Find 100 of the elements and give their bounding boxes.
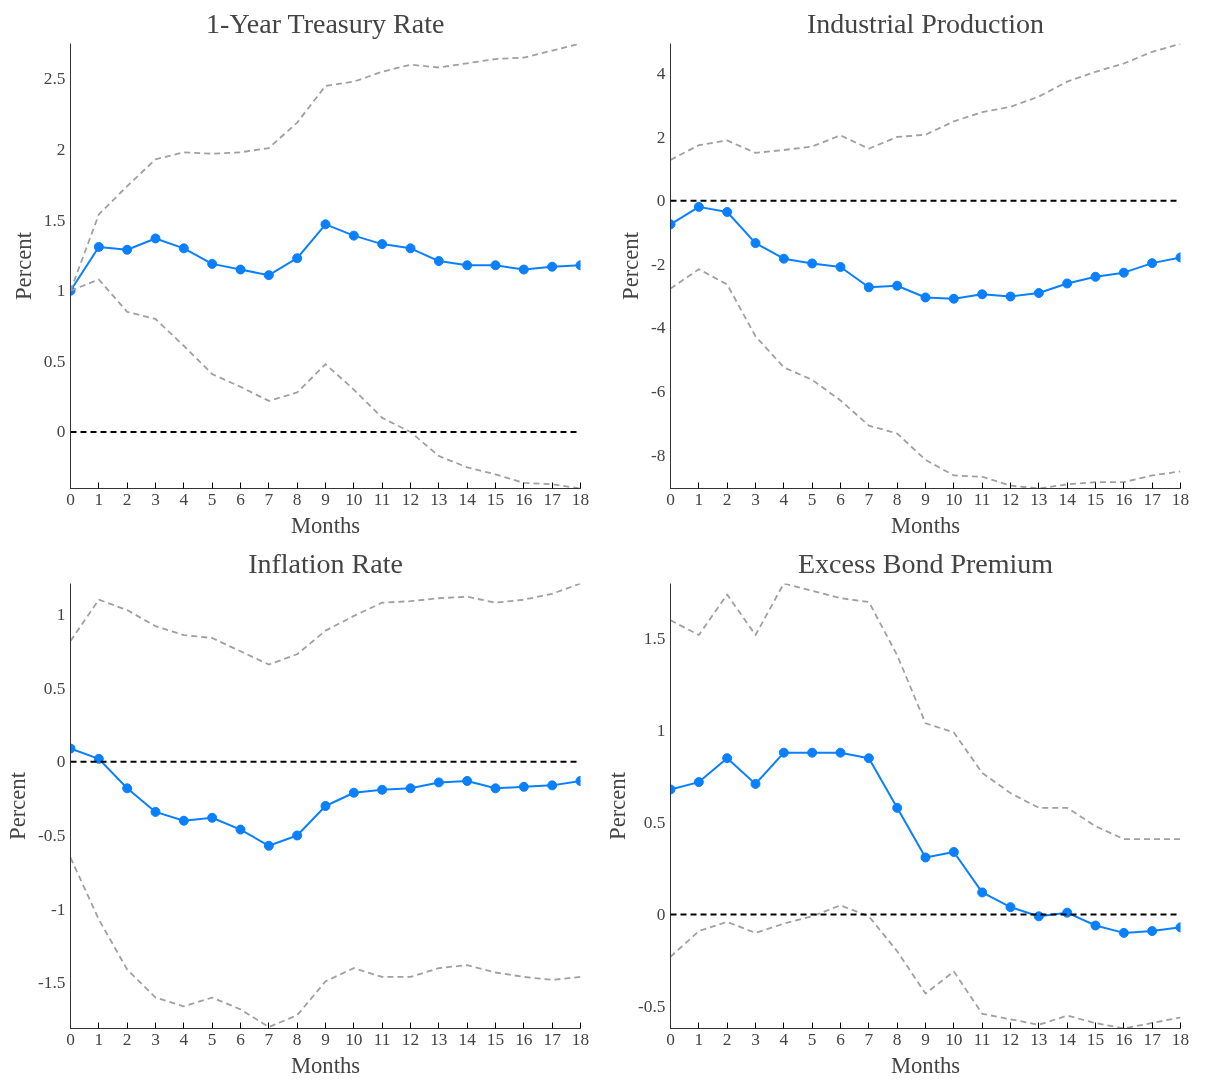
x-tick-label: 16 [515, 1029, 533, 1049]
y-axis-title: Percent [605, 771, 631, 840]
x-tick-label: 15 [486, 1029, 505, 1049]
x-tick-label: 11 [973, 489, 991, 509]
x-tick-label: 15 [1086, 489, 1105, 509]
x-axis-title: Months [290, 512, 361, 538]
x-tick-label: 4 [179, 1029, 189, 1049]
y-axis-title: Percent [10, 231, 36, 300]
y-tick-label: 2.5 [43, 69, 66, 89]
x-tick-label: 18 [571, 1029, 590, 1049]
x-tick-label: 5 [207, 489, 217, 509]
x-tick-label: 11 [373, 1029, 391, 1049]
x-tick-label: 13 [1030, 489, 1048, 509]
y-tick-label: 1 [56, 281, 66, 301]
x-tick-label: 3 [751, 1029, 760, 1049]
x-tick-label: 17 [1143, 1029, 1162, 1049]
x-tick-label: 16 [515, 489, 533, 509]
x-tick-label: 3 [751, 489, 760, 509]
y-tick-label: 1.5 [643, 629, 666, 649]
y-axis-title: Percent [618, 231, 644, 300]
y-tick-label: -2 [651, 254, 666, 274]
y-tick-label: 0.5 [43, 351, 66, 371]
y-tick-label: 1 [56, 604, 66, 624]
x-tick-label: 3 [151, 489, 160, 509]
x-tick-label: 14 [1058, 1029, 1077, 1049]
chart-title: 1-Year Treasury Rate [206, 7, 445, 39]
x-tick-label: 15 [486, 489, 505, 509]
x-tick-label: 12 [1001, 489, 1020, 509]
x-tick-label: 9 [921, 1029, 930, 1049]
x-tick-label: 10 [945, 489, 963, 509]
y-tick-label: -4 [651, 318, 666, 338]
chart-title: Inflation Rate [248, 547, 403, 579]
y-tick-label: -1 [51, 899, 66, 919]
x-tick-label: 8 [292, 489, 302, 509]
x-tick-label: 10 [345, 489, 363, 509]
x-tick-label: 13 [430, 1029, 448, 1049]
x-tick-label: 3 [151, 1029, 160, 1049]
chart-title: Excess Bond Premium [797, 547, 1054, 579]
x-tick-label: 1 [694, 1029, 704, 1049]
y-tick-label: 0 [56, 422, 66, 442]
x-tick-label: 6 [236, 489, 246, 509]
x-tick-label: 2 [722, 489, 732, 509]
x-tick-label: 10 [345, 1029, 363, 1049]
x-tick-label: 6 [836, 489, 846, 509]
x-tick-label: 18 [571, 489, 590, 509]
x-tick-label: 6 [836, 1029, 846, 1049]
x-tick-label: 8 [892, 1029, 902, 1049]
y-tick-label: 0.5 [43, 678, 66, 698]
x-axis-title: Months [890, 1052, 961, 1078]
y-tick-label: 0.5 [643, 813, 666, 833]
x-tick-label: 14 [458, 489, 477, 509]
y-tick-label: -0.5 [38, 825, 66, 845]
x-tick-label: 7 [864, 1029, 874, 1049]
x-tick-label: 18 [1171, 489, 1190, 509]
x-tick-label: 16 [1115, 489, 1133, 509]
x-tick-label: 9 [321, 489, 330, 509]
x-tick-label: 14 [1058, 489, 1077, 509]
x-axis-title: Months [890, 512, 961, 538]
x-tick-label: 12 [401, 1029, 420, 1049]
y-tick-label: 0 [656, 904, 666, 924]
y-tick-label: -6 [651, 382, 666, 402]
x-tick-label: 17 [543, 1029, 562, 1049]
y-axis-title: Percent [5, 771, 31, 840]
x-tick-label: 11 [973, 1029, 991, 1049]
x-tick-label: 10 [945, 1029, 963, 1049]
x-tick-label: 13 [1030, 1029, 1048, 1049]
y-tick-label: 1.5 [43, 210, 66, 230]
x-tick-label: 8 [292, 1029, 302, 1049]
x-tick-label: 14 [458, 1029, 477, 1049]
x-tick-label: 1 [694, 489, 704, 509]
y-tick-label: -1.5 [38, 973, 66, 993]
x-tick-label: 4 [779, 489, 789, 509]
x-axis-title: Months [290, 1052, 361, 1078]
y-tick-label: 2 [656, 127, 666, 147]
y-tick-label: -0.5 [638, 996, 666, 1016]
x-tick-label: 1 [94, 489, 104, 509]
x-tick-label: 15 [1086, 1029, 1105, 1049]
y-tick-label: 2 [56, 139, 66, 159]
x-tick-label: 12 [401, 489, 420, 509]
x-tick-label: 17 [1143, 489, 1162, 509]
x-tick-label: 4 [179, 489, 189, 509]
x-tick-label: 7 [264, 489, 274, 509]
x-tick-label: 1 [94, 1029, 104, 1049]
y-tick-label: 1 [656, 721, 666, 741]
y-tick-label: -8 [651, 445, 666, 465]
x-tick-label: 16 [1115, 1029, 1133, 1049]
x-tick-label: 11 [373, 489, 391, 509]
x-tick-label: 17 [543, 489, 562, 509]
x-tick-label: 2 [122, 1029, 132, 1049]
x-tick-label: 2 [122, 489, 132, 509]
x-tick-label: 12 [1001, 1029, 1020, 1049]
x-tick-label: 5 [207, 1029, 217, 1049]
x-tick-label: 18 [1171, 1029, 1190, 1049]
x-tick-label: 8 [892, 489, 902, 509]
x-tick-label: 9 [321, 1029, 330, 1049]
x-tick-label: 6 [236, 1029, 246, 1049]
chart-title: Industrial Production [806, 7, 1045, 39]
y-tick-label: 0 [656, 191, 666, 211]
x-tick-label: 13 [430, 489, 448, 509]
x-tick-label: 2 [722, 1029, 732, 1049]
